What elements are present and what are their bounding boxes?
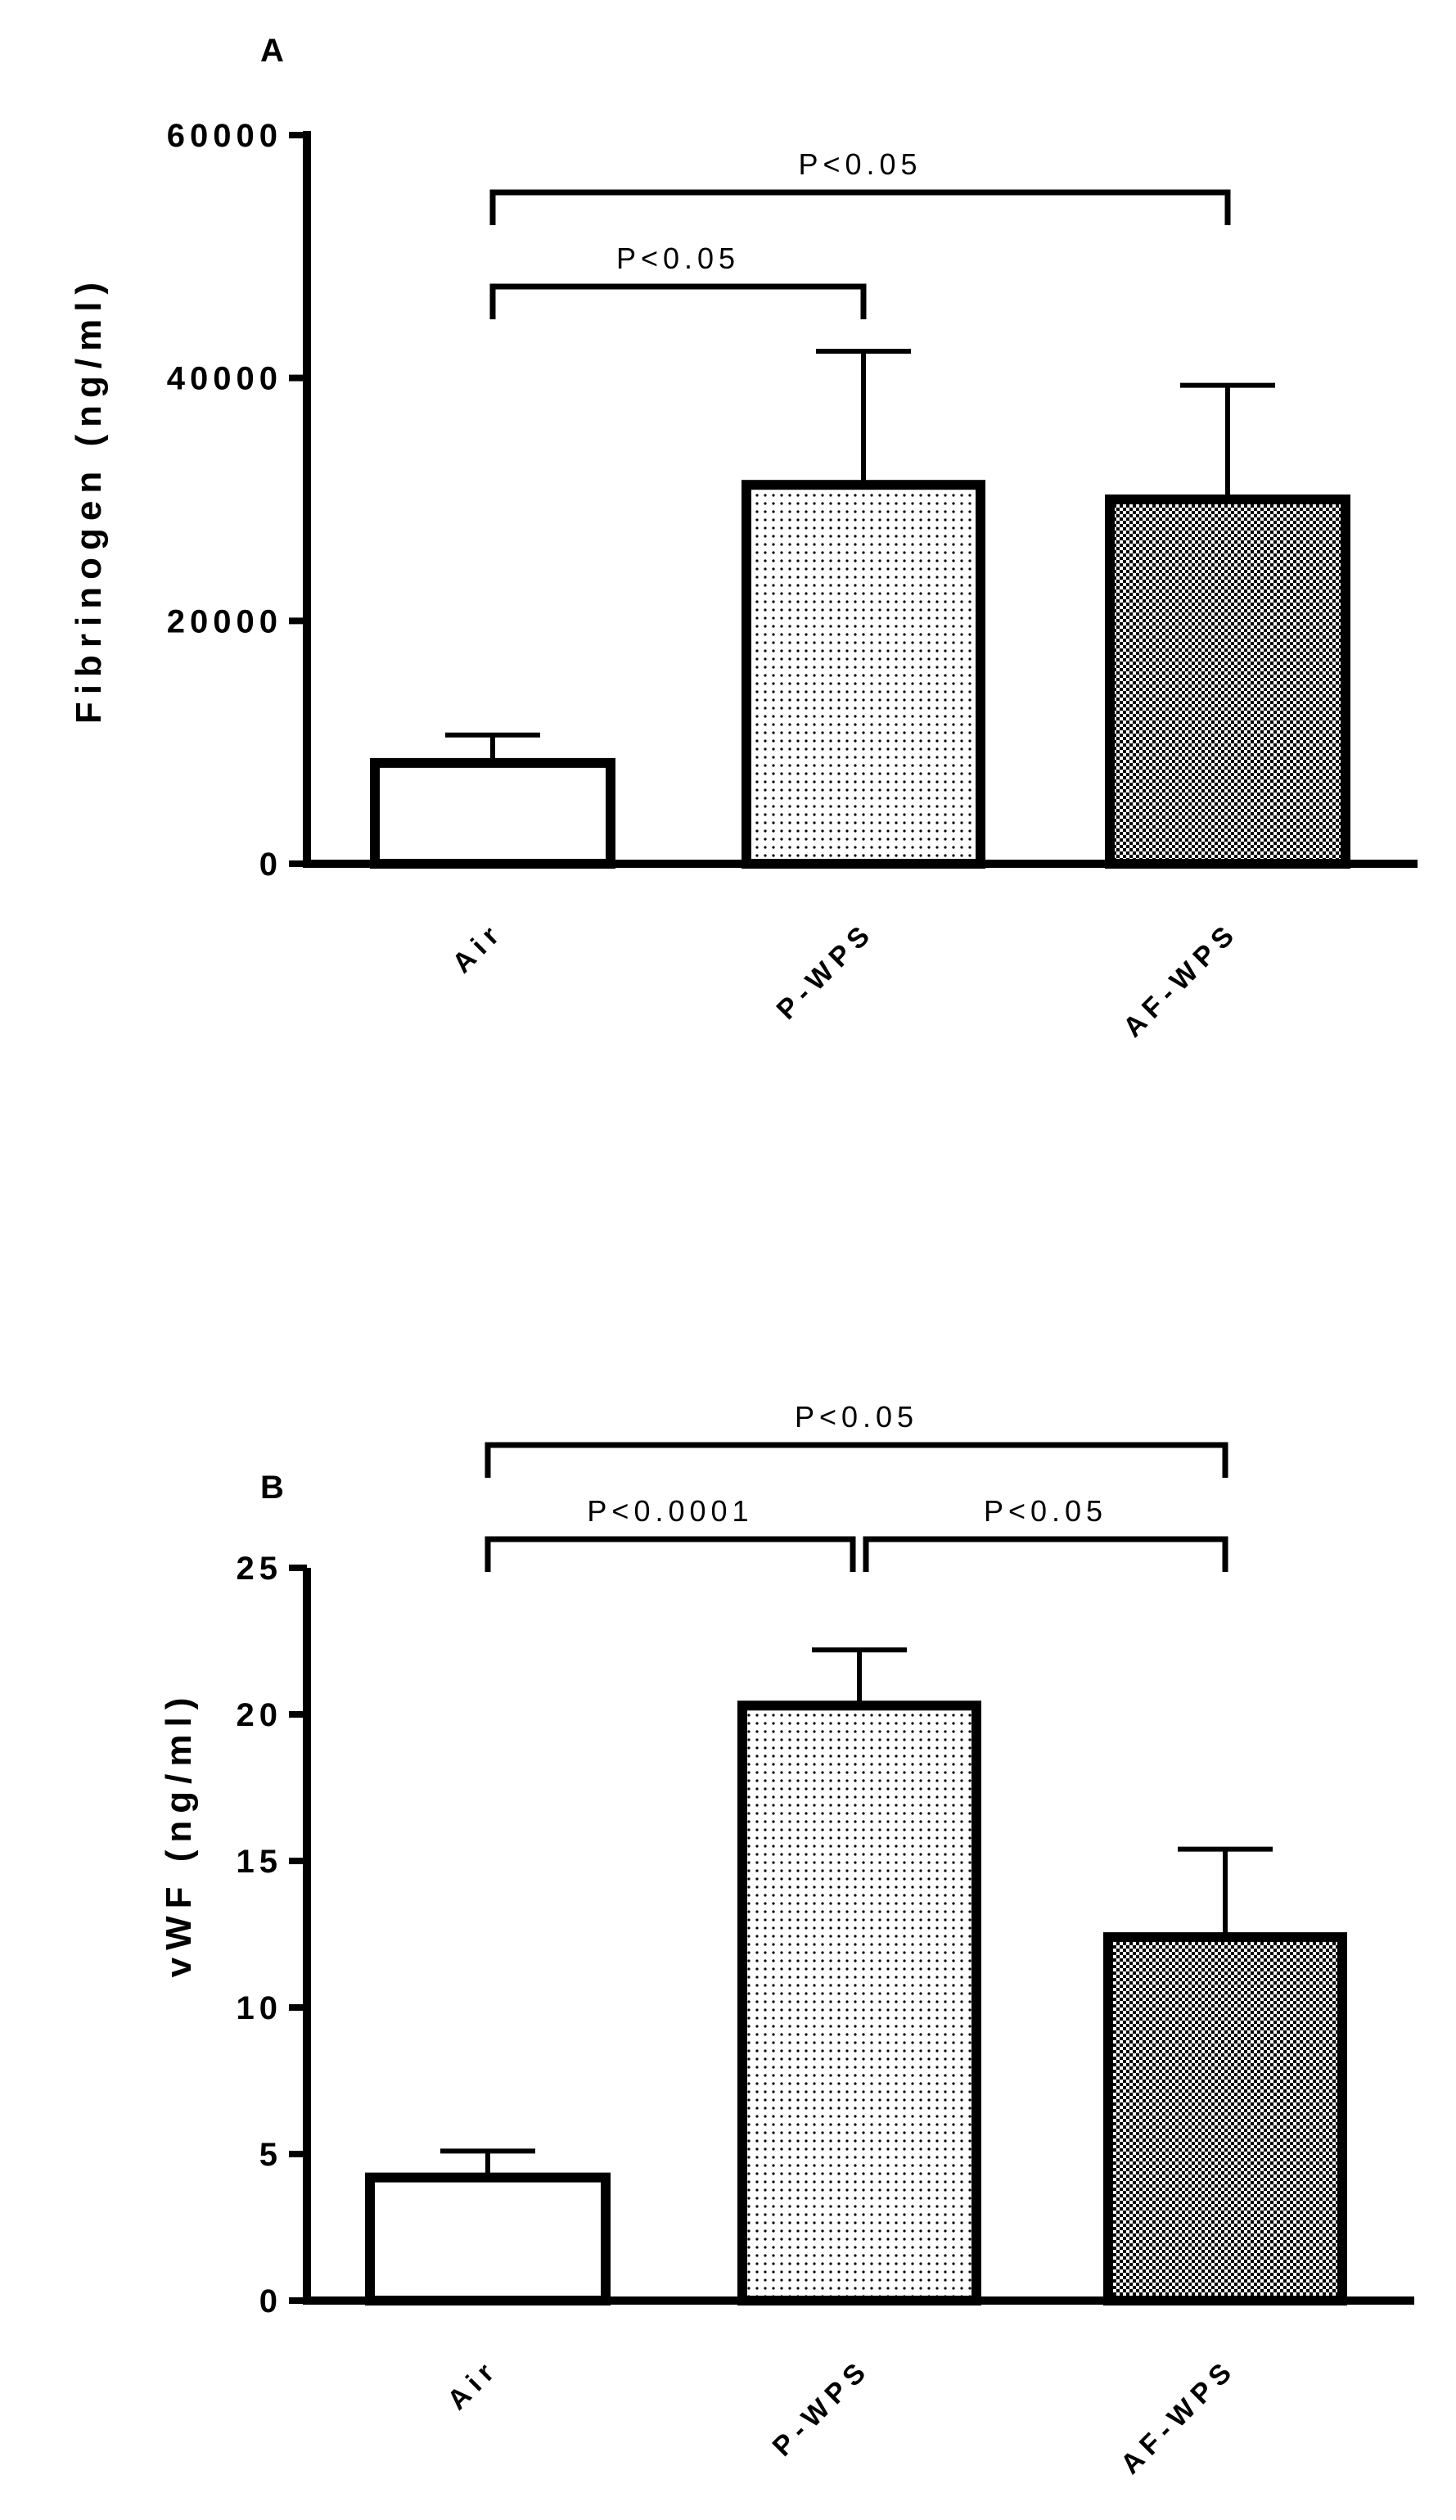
y-tick-label: 25	[237, 1551, 283, 1587]
y-tick-label: 60000	[167, 118, 282, 154]
y-tick-label: 15	[237, 1844, 283, 1880]
significance-bracket	[485, 1536, 856, 1572]
bar-air	[365, 2172, 611, 2305]
bar-p-wps	[742, 480, 985, 869]
panel-letter: A	[260, 33, 284, 69]
bar-af-wps	[1105, 495, 1350, 869]
significance-label: P<0.05	[795, 1400, 918, 1434]
significance-brackets: P<0.0001 P<0.05 P<0.05	[485, 1400, 1228, 1572]
category-label-p-wps: P-WPS	[771, 916, 881, 1026]
category-label-air: Air	[446, 916, 509, 979]
significance-bracket	[485, 1442, 1228, 1478]
y-tick-label: 5	[259, 2137, 282, 2173]
y-tick-label: 20000	[167, 603, 282, 639]
category-label-p-wps: P-WPS	[767, 2353, 877, 2463]
y-axis-label: Fibrinogen (ng/ml)	[69, 275, 109, 724]
significance-label: P<0.05	[616, 242, 740, 275]
significance-bracket	[863, 1536, 1228, 1572]
bars	[365, 1647, 1347, 2306]
bar-p-wps	[737, 1700, 981, 2305]
significance-bracket	[489, 189, 1231, 225]
y-axis-label: vWF (ng/ml)	[159, 1691, 199, 1978]
y-tick-label: 0	[259, 847, 282, 883]
category-labels: Air P-WPS AF-WPS	[441, 2353, 1242, 2481]
category-label-af-wps: AF-WPS	[1117, 916, 1245, 1044]
bar-air	[370, 757, 615, 869]
chart-panel-a: A Fibrinogen (ng/ml) 0 20000 40000 60000 P<…	[69, 33, 1418, 1043]
y-ticks: 0 5 10 15 20 25	[237, 1551, 307, 2319]
category-label-air: Air	[441, 2353, 504, 2416]
y-tick-label: 0	[259, 2283, 282, 2319]
bars	[370, 349, 1350, 869]
significance-brackets: P<0.05 P<0.05	[489, 147, 1231, 319]
significance-label: P<0.05	[984, 1494, 1107, 1528]
significance-bracket	[489, 283, 867, 319]
category-label-af-wps: AF-WPS	[1115, 2353, 1242, 2481]
y-tick-label: 40000	[167, 361, 282, 397]
panel-letter: B	[260, 1470, 284, 1506]
y-ticks: 0 20000 40000 60000	[167, 118, 307, 883]
y-tick-label: 10	[237, 1990, 283, 2026]
significance-label: P<0.0001	[587, 1494, 753, 1528]
significance-label: P<0.05	[798, 147, 922, 181]
category-labels: Air P-WPS AF-WPS	[446, 916, 1244, 1044]
y-tick-label: 20	[237, 1697, 283, 1733]
bar-af-wps	[1103, 1932, 1347, 2306]
